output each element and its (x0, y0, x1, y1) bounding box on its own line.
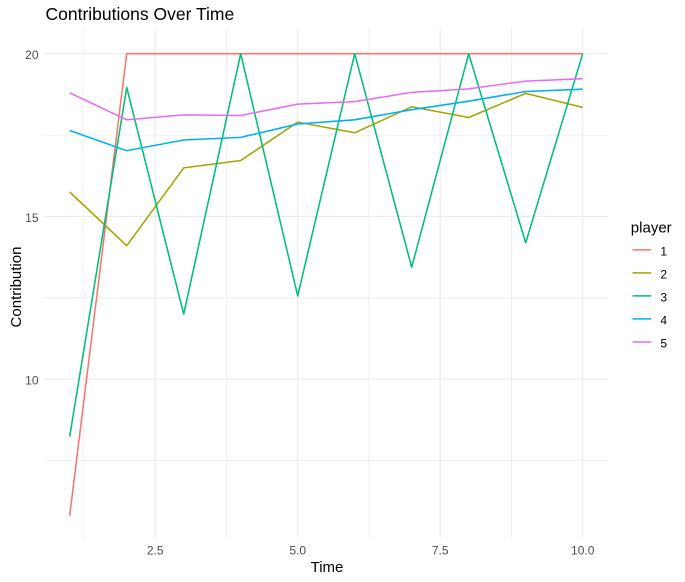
svg-text:15: 15 (25, 211, 39, 225)
svg-text:5.0: 5.0 (289, 544, 306, 558)
svg-text:2: 2 (660, 267, 667, 281)
svg-text:player: player (631, 219, 672, 236)
svg-text:Contribution: Contribution (8, 247, 25, 328)
svg-text:1: 1 (660, 244, 667, 258)
svg-text:5: 5 (660, 336, 667, 350)
svg-text:2.5: 2.5 (147, 544, 164, 558)
svg-text:20: 20 (25, 48, 39, 62)
svg-text:Contributions Over Time: Contributions Over Time (46, 4, 235, 24)
svg-text:Time: Time (311, 559, 344, 576)
svg-text:7.5: 7.5 (432, 544, 449, 558)
svg-text:10: 10 (25, 374, 39, 388)
svg-text:10.0: 10.0 (571, 544, 595, 558)
svg-text:4: 4 (660, 313, 667, 327)
svg-text:3: 3 (660, 290, 667, 304)
